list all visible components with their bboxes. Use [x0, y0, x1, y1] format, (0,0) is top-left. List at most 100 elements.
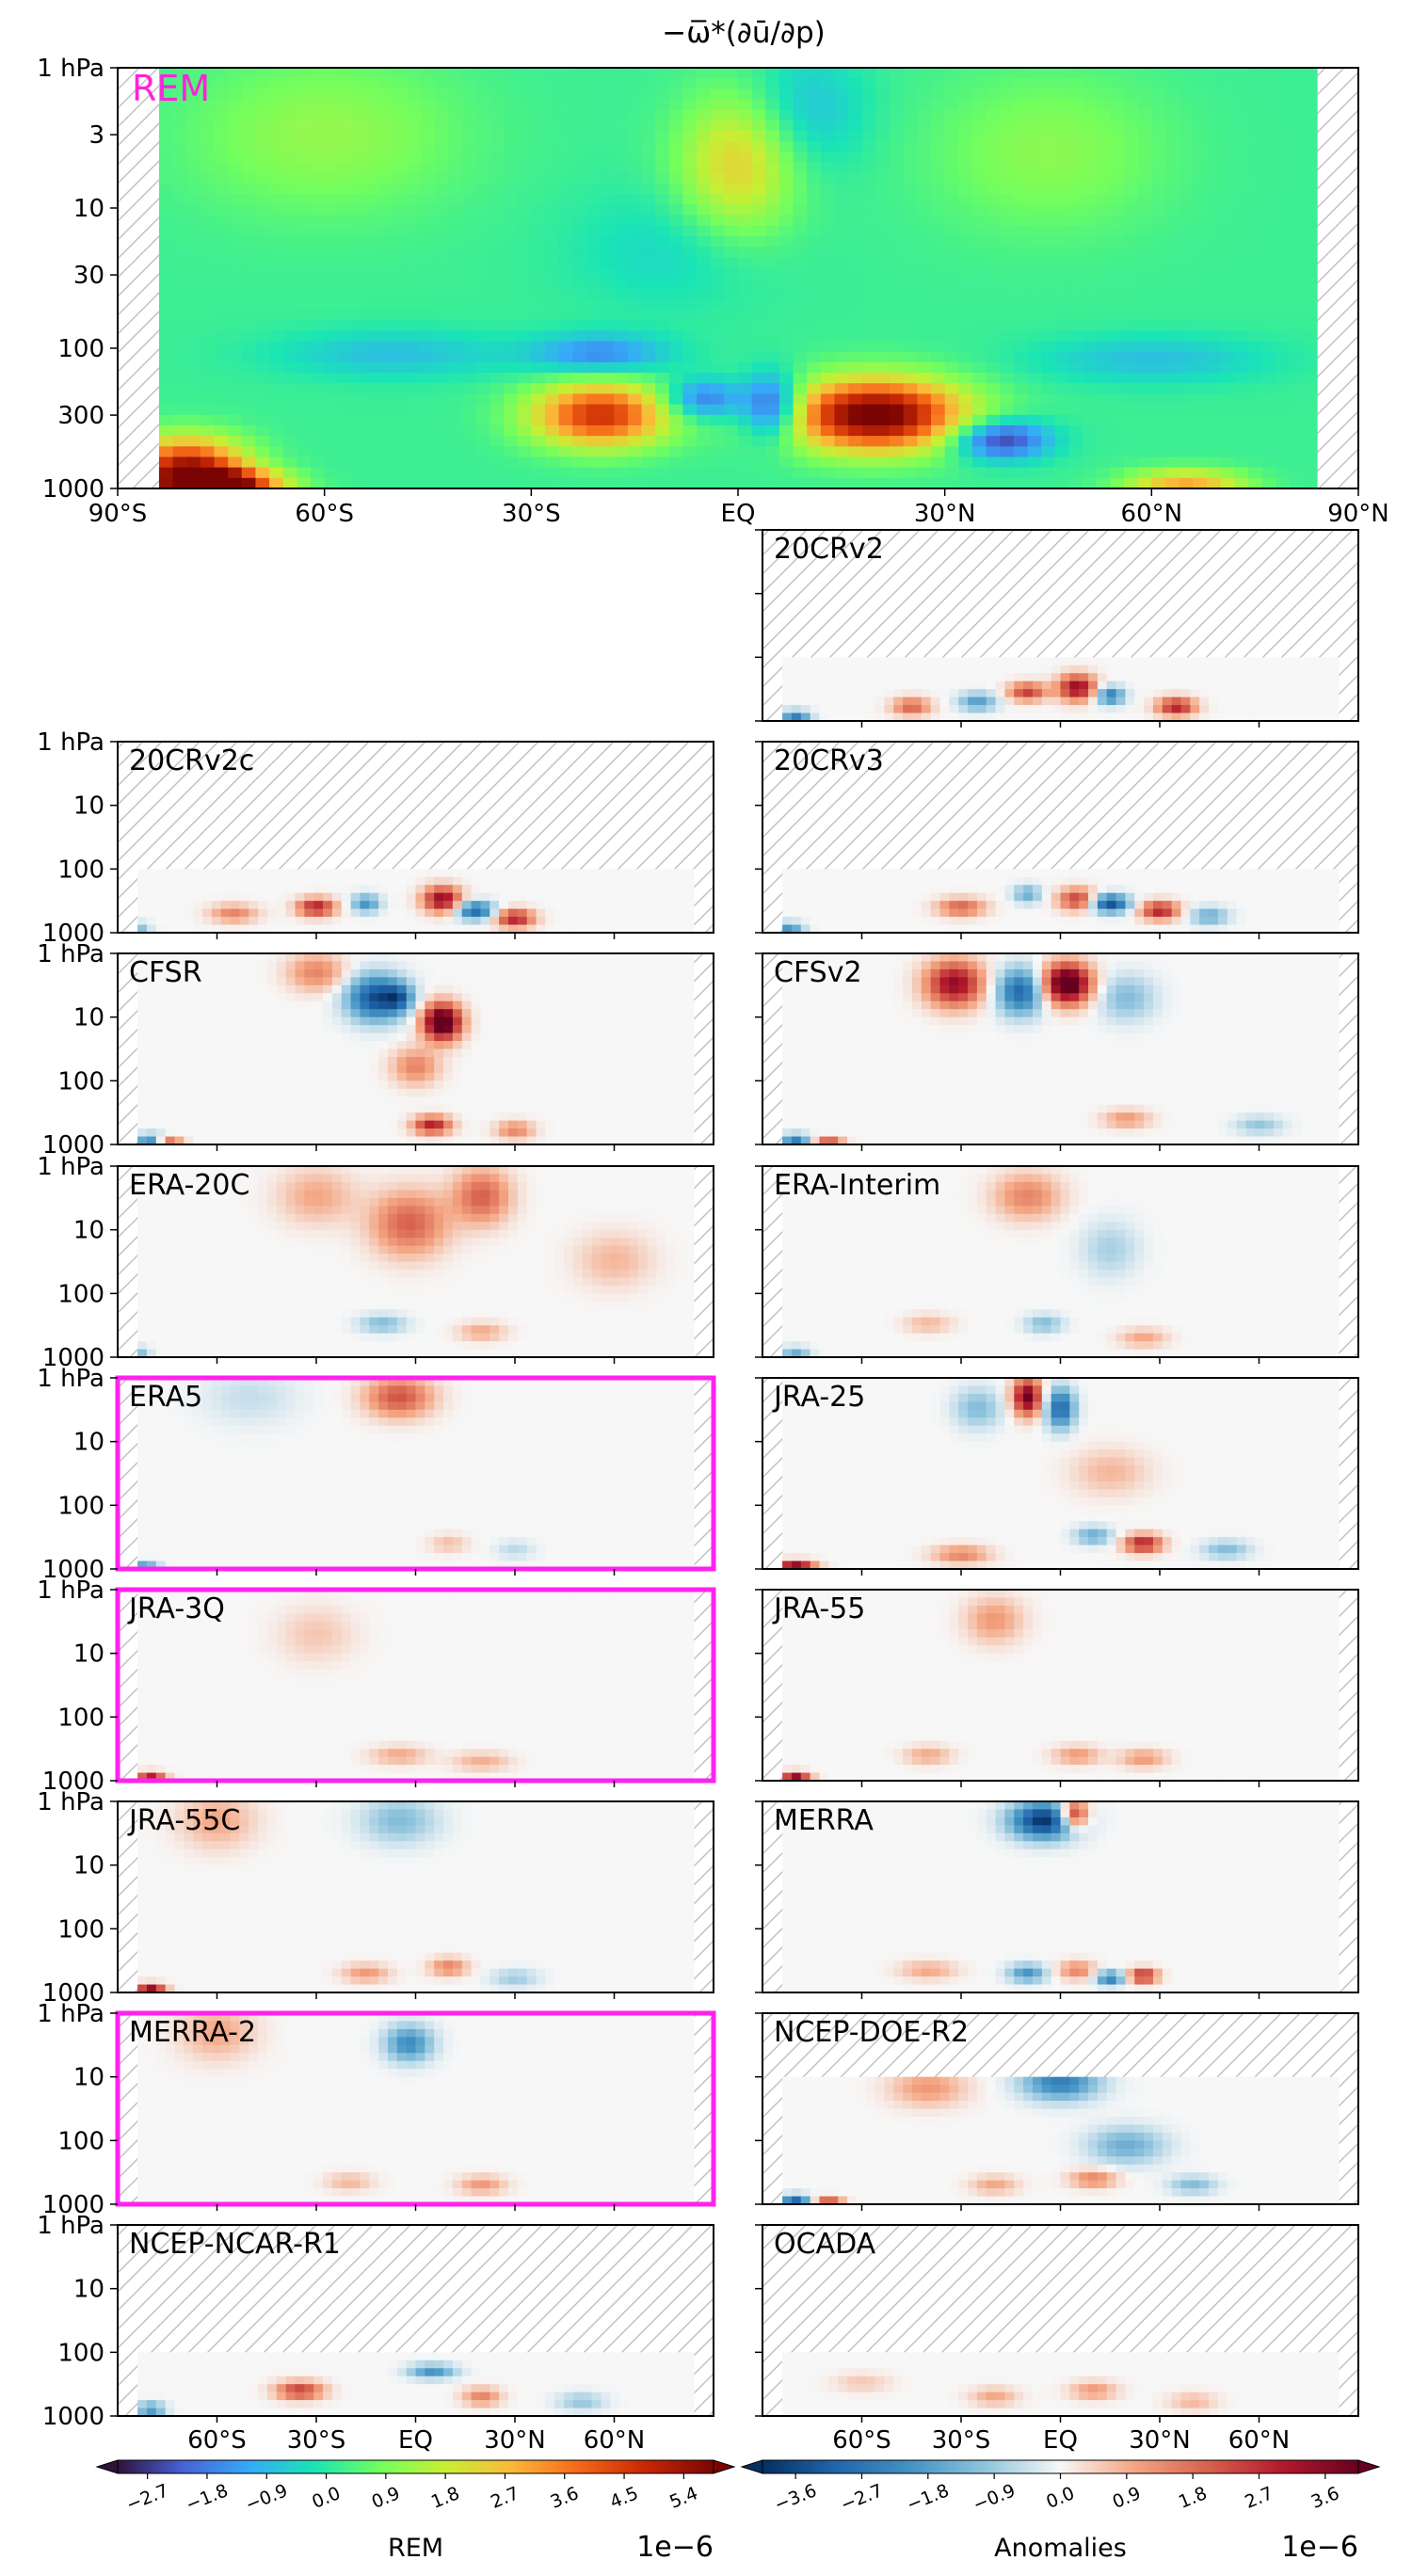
heat-cell — [619, 885, 629, 893]
heat-cell — [968, 869, 977, 877]
heat-cell — [884, 705, 893, 713]
heat-cell — [325, 373, 339, 384]
heat-cell — [1310, 917, 1320, 925]
heat-cell — [242, 120, 256, 132]
heat-cell — [972, 405, 987, 416]
heat-cell — [807, 310, 821, 321]
heat-cell — [779, 173, 794, 184]
heat-cell — [1041, 110, 1055, 121]
heat-cell — [586, 236, 601, 248]
heat-cell — [972, 78, 987, 89]
heat-cell — [586, 215, 601, 226]
heat-cell — [388, 917, 397, 925]
heat-cell — [159, 236, 173, 248]
heat-cell — [996, 885, 1005, 893]
heat-cell — [297, 184, 311, 195]
heat-cell — [1303, 352, 1317, 363]
heat-cell — [875, 279, 890, 290]
heat-cell — [1207, 405, 1221, 416]
heat-cell — [1068, 68, 1083, 79]
heat-cell — [379, 204, 393, 216]
heat-cell — [1051, 665, 1061, 674]
heat-cell — [489, 215, 504, 226]
heat-cell — [360, 869, 369, 877]
heat-cell — [518, 110, 532, 121]
heat-cell — [228, 163, 242, 174]
heat-cell — [554, 893, 564, 902]
heat-cell — [1237, 869, 1246, 877]
heat-cell — [228, 194, 242, 205]
heat-cell — [738, 436, 752, 447]
heat-cell — [903, 665, 912, 674]
heat-cell — [592, 901, 602, 909]
heat-cell — [912, 909, 922, 918]
heat-cell — [1107, 681, 1116, 690]
heat-cell — [242, 163, 256, 174]
heat-cell — [697, 173, 711, 184]
heat-cell — [958, 362, 972, 374]
heat-cell — [1041, 373, 1055, 384]
heat-cell — [614, 342, 628, 353]
heat-cell — [421, 279, 435, 290]
heat-cell — [518, 257, 532, 268]
heat-cell — [794, 342, 808, 353]
heat-cell — [586, 184, 601, 195]
heat-cell — [366, 383, 380, 394]
heat-cell — [137, 893, 147, 902]
heat-cell — [462, 425, 476, 437]
heat-cell — [835, 257, 849, 268]
heat-cell — [193, 893, 202, 902]
heat-cell — [1207, 330, 1221, 342]
heat-cell — [939, 681, 949, 690]
heat-cell — [1207, 184, 1221, 195]
heat-cell — [904, 204, 918, 216]
heat-cell — [968, 885, 977, 893]
heat-cell — [215, 446, 229, 457]
heat-cell — [1329, 689, 1339, 697]
heat-cell — [875, 194, 890, 205]
heat-cell — [1098, 917, 1107, 925]
heat-cell — [352, 141, 366, 152]
heat-cell — [821, 173, 835, 184]
heat-cell — [765, 226, 779, 237]
heat-cell — [421, 141, 435, 152]
heat-cell — [1028, 352, 1042, 363]
heat-cell — [1255, 893, 1264, 902]
heat-cell — [628, 141, 642, 152]
heat-cell — [1248, 310, 1262, 321]
heat-cell — [379, 257, 393, 268]
heat-cell — [1276, 405, 1290, 416]
heat-cell — [242, 362, 256, 374]
heat-cell — [518, 917, 527, 925]
heat-cell — [443, 885, 453, 893]
heat-cell — [269, 120, 283, 132]
heat-cell — [1033, 673, 1042, 681]
heat-cell — [810, 893, 820, 902]
heat-cell — [1097, 226, 1111, 237]
heat-cell — [462, 152, 476, 163]
heat-cell — [338, 478, 352, 489]
heat-cell — [366, 131, 380, 142]
heat-cell — [1000, 100, 1014, 111]
heat-cell — [779, 446, 794, 457]
heat-cell — [489, 330, 504, 342]
heat-cell — [369, 885, 378, 893]
heat-cell — [1227, 657, 1237, 665]
heat-cell — [1014, 478, 1028, 489]
heat-cell — [156, 885, 166, 893]
heat-cell — [875, 226, 890, 237]
heat-cell — [765, 215, 779, 226]
heat-cell — [297, 100, 311, 111]
heat-cell — [269, 141, 283, 152]
heat-cell — [407, 885, 416, 893]
heat-cell — [1320, 909, 1329, 918]
heat-cell — [531, 110, 545, 121]
heat-cell — [504, 342, 518, 353]
heat-cell — [1207, 320, 1221, 331]
heat-cell — [847, 893, 857, 902]
heat-cell — [1124, 163, 1138, 174]
heat-cell — [697, 100, 711, 111]
heat-cell — [641, 88, 655, 100]
heat-cell — [903, 885, 912, 893]
heat-cell — [221, 893, 231, 902]
